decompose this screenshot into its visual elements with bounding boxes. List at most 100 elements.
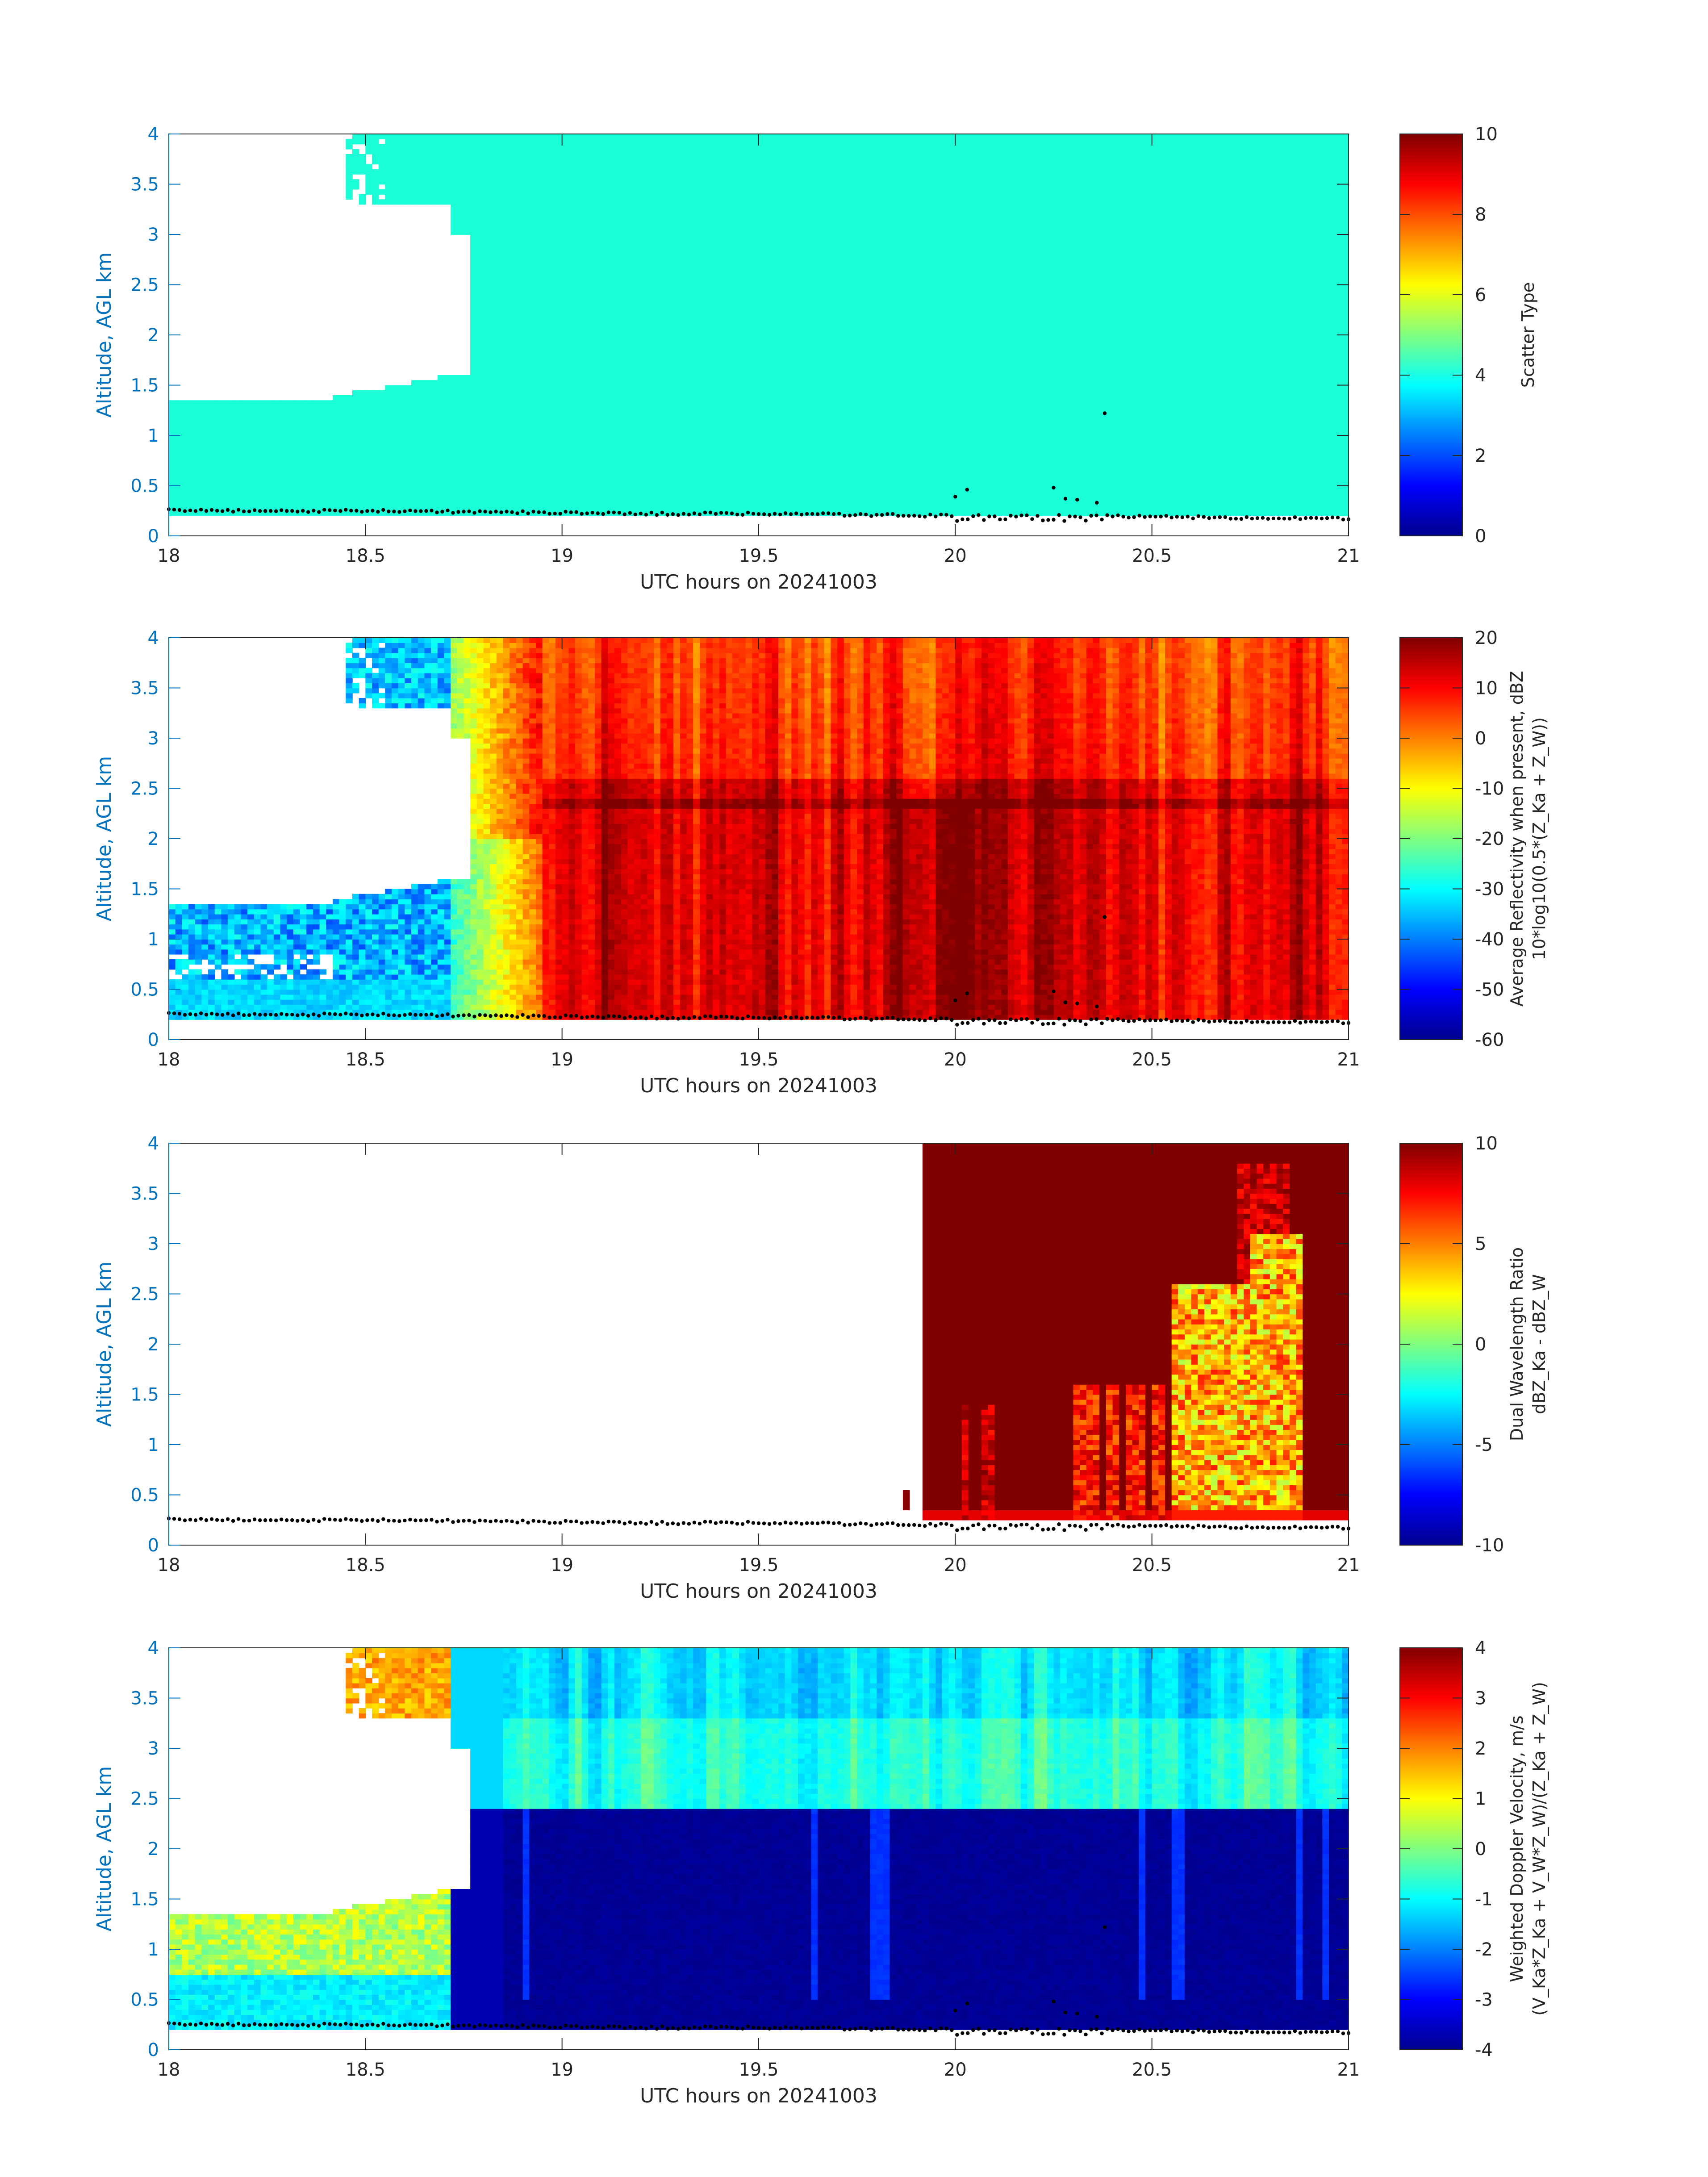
heatmap-cell [444, 481, 451, 486]
heatmap-cell [477, 350, 484, 355]
heatmap-cell [490, 194, 497, 200]
heatmap-cell [287, 466, 293, 471]
heatmap-cell [333, 420, 339, 426]
heatmap-cell [477, 305, 484, 310]
heatmap-cell [385, 451, 392, 456]
heatmap-cell [503, 250, 510, 255]
heatmap-cell [516, 194, 523, 200]
heatmap-cell [490, 365, 497, 371]
heatmap-cell [175, 410, 182, 416]
heatmap-cell [188, 455, 195, 461]
heatmap-cell [490, 159, 497, 164]
heatmap-cell [260, 451, 267, 456]
heatmap-cell [182, 455, 188, 461]
heatmap-cell [503, 466, 510, 471]
heatmap-cell [497, 209, 503, 215]
heatmap-cell [516, 139, 523, 144]
heatmap-cell [215, 460, 221, 466]
heatmap-cell [490, 460, 497, 466]
heatmap-cell [431, 169, 438, 175]
heatmap-cell [424, 179, 431, 184]
heatmap-cell [313, 476, 320, 481]
heatmap-cell [484, 194, 490, 200]
heatmap-cell [516, 380, 523, 385]
heatmap-cell [464, 410, 471, 416]
heatmap-cell [182, 476, 188, 481]
heatmap-cell [484, 420, 490, 426]
heatmap-cell [470, 149, 477, 155]
heatmap-cell [333, 435, 339, 441]
heatmap-cell [490, 420, 497, 426]
heatmap-cell [509, 400, 516, 405]
heatmap-cell [484, 265, 490, 270]
heatmap-cell [379, 395, 385, 401]
heatmap-cell [385, 164, 392, 170]
heatmap-cell [260, 446, 267, 451]
heatmap-cell [346, 481, 352, 486]
heatmap-cell [293, 400, 300, 405]
heatmap-cell [484, 219, 490, 225]
heatmap-cell [333, 400, 339, 405]
heatmap-cell [490, 340, 497, 345]
heatmap-cell [201, 491, 208, 496]
heatmap-cell [392, 390, 398, 396]
heatmap-cell [484, 415, 490, 421]
heatmap-cell [175, 481, 182, 486]
heatmap-cell [392, 164, 398, 170]
heatmap-cell [477, 310, 484, 315]
heatmap-cell [444, 471, 451, 476]
heatmap-cell [464, 230, 471, 235]
heatmap-cell [385, 139, 392, 144]
heatmap-cell [470, 300, 477, 305]
heatmap-cell [503, 305, 510, 310]
heatmap-cell [516, 169, 523, 175]
heatmap-cell [372, 491, 379, 496]
heatmap-cell [503, 265, 510, 270]
heatmap-cell [509, 451, 516, 456]
heatmap-cell [398, 435, 405, 441]
heatmap-cell [411, 154, 418, 159]
heatmap-cell [477, 184, 484, 190]
heatmap-cell [484, 375, 490, 380]
heatmap-cell [392, 395, 398, 401]
heatmap-cell [208, 481, 215, 486]
heatmap-cell [398, 385, 405, 391]
heatmap-cell [175, 451, 182, 456]
heatmap-cell [490, 214, 497, 220]
heatmap-cell [503, 290, 510, 295]
heatmap-cell [484, 305, 490, 310]
heatmap-cell [293, 435, 300, 441]
heatmap-cell [385, 199, 392, 205]
heatmap-cell [365, 410, 372, 416]
heatmap-cell [372, 184, 379, 190]
heatmap-cell [326, 435, 333, 441]
heatmap-cell [477, 219, 484, 225]
heatmap-cell [339, 451, 346, 456]
heatmap-cell [523, 476, 530, 481]
heatmap-cell [365, 486, 372, 491]
heatmap-cell [516, 315, 523, 320]
heatmap-cell [339, 410, 346, 416]
heatmap-cell [372, 496, 379, 501]
heatmap-cell [405, 159, 411, 164]
heatmap-cell [300, 471, 307, 476]
heatmap-cell [497, 325, 503, 330]
heatmap-cell [398, 149, 405, 155]
heatmap-cell [326, 400, 333, 405]
heatmap-cell [497, 199, 503, 205]
heatmap-cell [379, 154, 385, 159]
heatmap-cell [418, 189, 425, 195]
heatmap-cell [503, 234, 510, 240]
heatmap-cell [438, 400, 444, 405]
heatmap-cell [293, 420, 300, 426]
heatmap-cell [470, 476, 477, 481]
heatmap-cell [424, 164, 431, 170]
heatmap-cell [274, 440, 280, 446]
heatmap-cell [490, 184, 497, 190]
heatmap-cell [477, 159, 484, 164]
heatmap-cell [497, 375, 503, 380]
heatmap-cell [411, 435, 418, 441]
heatmap-cell [254, 491, 261, 496]
heatmap-cell [215, 471, 221, 476]
heatmap-cell [431, 199, 438, 205]
